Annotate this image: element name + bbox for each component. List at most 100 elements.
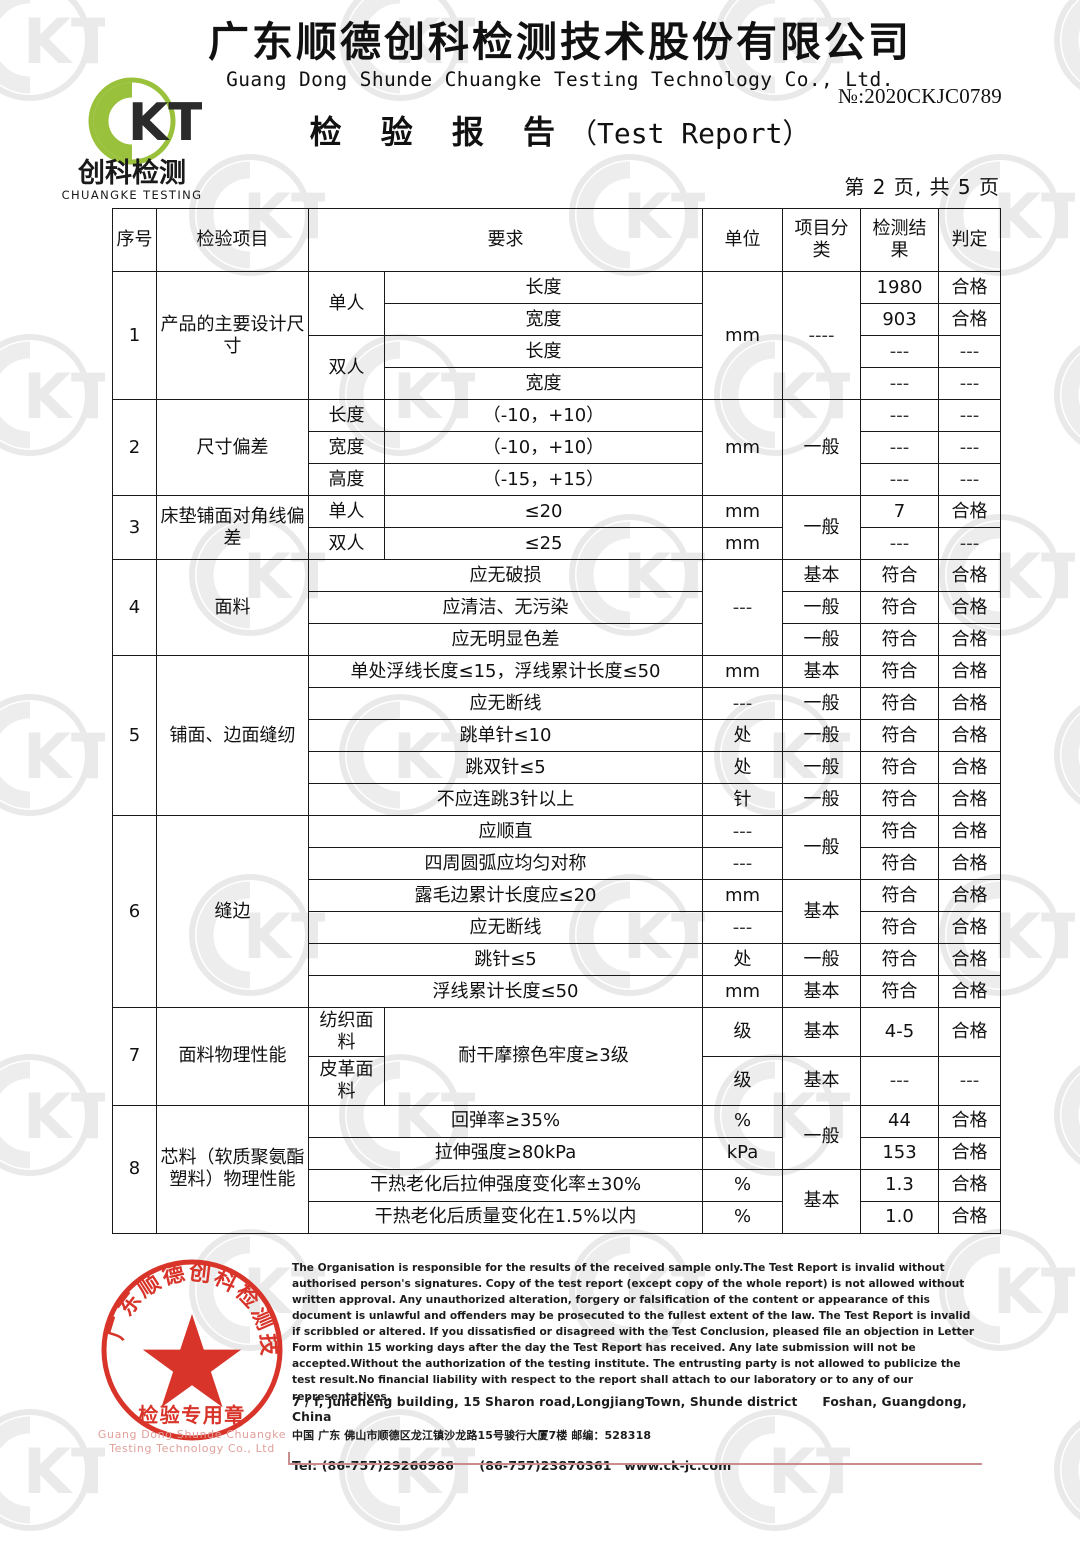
cell-seq: 4 bbox=[112, 559, 157, 656]
company-logo-icon: KT 创科检测 CHUANGKE TESTING bbox=[62, 74, 202, 206]
official-seal-icon: 广东顺德创科检测技术股份有限公司 检验专用章 Guang Dong Shunde… bbox=[86, 1252, 298, 1457]
cell-unit: mm bbox=[702, 399, 783, 496]
cell-unit: --- bbox=[702, 559, 783, 656]
table-row: 宽度 （-10，+10） --- --- bbox=[113, 431, 1001, 464]
table-row: 应无断线 --- 一般 符合 合格 bbox=[113, 687, 1001, 720]
cell-result: 符合 bbox=[860, 751, 939, 784]
cell-result: 符合 bbox=[860, 911, 939, 944]
col-header-unit: 单位 bbox=[702, 208, 783, 272]
col-header-judgement: 判定 bbox=[938, 208, 1001, 272]
cell-result: 符合 bbox=[860, 783, 939, 816]
sub-label: 长度 bbox=[525, 276, 562, 298]
cell-sub-and-req: 长度 bbox=[384, 335, 703, 368]
cell-result: 符合 bbox=[860, 591, 939, 624]
cell-req: 跳双针≤5 bbox=[308, 751, 703, 784]
table-row: 双人 长度 --- --- bbox=[113, 335, 1001, 400]
cell-req: 露毛边累计长度应≤20 bbox=[308, 879, 703, 912]
report-table-wrap: 序号 检验项目 要求 单位 项目分类 检测结果 判定 1 产品的主要设计尺寸 单… bbox=[0, 200, 1080, 1234]
cell-sub: 单人 bbox=[308, 495, 385, 528]
cell-item: 尺寸偏差 bbox=[156, 399, 309, 496]
address-cn: 中国 广东 佛山市顺德区龙江镇沙龙路15号骏行大厦7楼 邮编：528318 bbox=[292, 1428, 652, 1442]
col-header-requirement: 要求 bbox=[308, 208, 703, 272]
cell-req: 耐干摩擦色牢度≥3级 bbox=[384, 1007, 703, 1106]
cell-req: 应无明显色差 bbox=[308, 623, 703, 656]
svg-text:CHUANGKE TESTING: CHUANGKE TESTING bbox=[62, 188, 202, 202]
cell-result: 4-5 bbox=[860, 1007, 939, 1057]
cell-req: 干热老化后拉伸强度变化率±30% bbox=[308, 1168, 703, 1202]
cell-result: --- bbox=[860, 335, 939, 368]
cell-category: 一般 bbox=[782, 815, 861, 880]
cell-sub: 皮革面料 bbox=[308, 1055, 385, 1106]
company-name-cn: 广东顺德创科检测技术股份有限公司 bbox=[208, 18, 912, 66]
footer-rule-tick bbox=[288, 1451, 290, 1465]
cell-judgement: 合格 bbox=[938, 495, 1001, 528]
telephone-and-website[interactable]: Tel: (86-757)29266986 (86-757)23870361 w… bbox=[292, 1457, 732, 1473]
cell-req: （-10，+10） bbox=[384, 399, 703, 432]
table-row: 应无明显色差 一般 符合 合格 bbox=[113, 623, 1001, 656]
cell-category: 一般 bbox=[782, 591, 861, 624]
table-row: 跳单针≤10 处 一般 符合 合格 bbox=[113, 719, 1001, 752]
table-row: 4 面料 应无破损 --- 基本 符合 合格 bbox=[112, 559, 1001, 656]
sub-label: 长度 bbox=[525, 340, 562, 362]
cell-result: --- bbox=[860, 463, 939, 496]
table-row: 皮革面料 级 基本 --- --- bbox=[113, 1055, 1001, 1106]
cell-unit: 级 bbox=[702, 1007, 783, 1057]
cell-category: ---- bbox=[782, 271, 861, 400]
cell-req: 跳单针≤10 bbox=[308, 719, 703, 752]
cell-sub: 双人 bbox=[308, 527, 385, 560]
cell-req: 应无断线 bbox=[308, 687, 703, 720]
table-row: 浮线累计长度≤50 mm 基本 符合 合格 bbox=[113, 975, 1001, 1008]
cell-seq: 3 bbox=[112, 495, 157, 560]
cell-judgement: --- bbox=[938, 1055, 1001, 1106]
table-row: 2 尺寸偏差 长度 （-10，+10） mm 一般 --- --- bbox=[112, 399, 1001, 496]
cell-judgement: 合格 bbox=[938, 975, 1001, 1008]
cell-req: 应顺直 bbox=[308, 815, 703, 848]
inspection-results-table: 序号 检验项目 要求 单位 项目分类 检测结果 判定 1 产品的主要设计尺寸 单… bbox=[112, 208, 1001, 1234]
cell-unit: --- bbox=[702, 815, 783, 848]
cell-judgement: 合格 bbox=[938, 783, 1001, 816]
cell-judgement: 合格 bbox=[938, 751, 1001, 784]
cell-category: 一般 bbox=[782, 783, 861, 816]
report-header: KT 创科检测 CHUANGKE TESTING №:2020CKJC0789 … bbox=[0, 0, 1080, 202]
cell-category: 基本 bbox=[782, 1055, 861, 1106]
cell-result: --- bbox=[860, 527, 939, 560]
cell-judgement: 合格 bbox=[938, 879, 1001, 912]
report-title-en: （Test Report） bbox=[569, 117, 811, 151]
table-row: 应无断线 --- 符合 合格 bbox=[113, 911, 1001, 944]
cell-result: 903 bbox=[860, 303, 939, 336]
cell-unit: 针 bbox=[702, 783, 783, 816]
cell-result: 1.0 bbox=[860, 1200, 939, 1234]
cell-judgement: 合格 bbox=[938, 1007, 1001, 1057]
cell-result: 符合 bbox=[860, 687, 939, 720]
cell-item: 芯料（软质聚氨酯塑料）物理性能 bbox=[156, 1104, 309, 1234]
table-row: 8 芯料（软质聚氨酯塑料）物理性能 回弹率≥35% % 一般 44 合格 bbox=[112, 1104, 1001, 1234]
cell-item: 面料 bbox=[156, 559, 309, 656]
footer-rule bbox=[288, 1462, 982, 1465]
cell-judgement: 合格 bbox=[938, 719, 1001, 752]
cell-judgement: --- bbox=[938, 431, 1001, 464]
cell-req: （-10，+10） bbox=[384, 431, 703, 464]
cell-judgement: 合格 bbox=[938, 687, 1001, 720]
cell-unit: 处 bbox=[702, 719, 783, 752]
report-number: №:2020CKJC0789 bbox=[837, 84, 1002, 108]
cell-item: 缝边 bbox=[156, 815, 309, 1008]
cell-unit: % bbox=[702, 1200, 783, 1234]
table-row: 跳针≤5 处 一般 符合 合格 bbox=[113, 943, 1001, 976]
header-titles: 广东顺德创科检测技术股份有限公司 Guang Dong Shunde Chuan… bbox=[0, 0, 1080, 153]
cell-judgement: --- bbox=[938, 399, 1001, 432]
cell-seq: 2 bbox=[112, 399, 157, 496]
cell-req: 拉伸强度≥80kPa bbox=[308, 1136, 703, 1170]
cell-seq: 5 bbox=[112, 655, 157, 816]
cell-subgroup: 双人 bbox=[308, 335, 385, 400]
cell-result: --- bbox=[860, 431, 939, 464]
cell-sub-and-req: 宽度 bbox=[384, 303, 703, 336]
cell-result: 符合 bbox=[860, 655, 939, 688]
cell-category: 一般 bbox=[782, 719, 861, 752]
cell-judgement: 合格 bbox=[938, 1200, 1001, 1234]
cell-category: 一般 bbox=[782, 399, 861, 496]
sub-label: 宽度 bbox=[525, 308, 562, 330]
cell-category: 基本 bbox=[782, 655, 861, 688]
cell-req: 跳针≤5 bbox=[308, 943, 703, 976]
cell-result: 符合 bbox=[860, 975, 939, 1008]
